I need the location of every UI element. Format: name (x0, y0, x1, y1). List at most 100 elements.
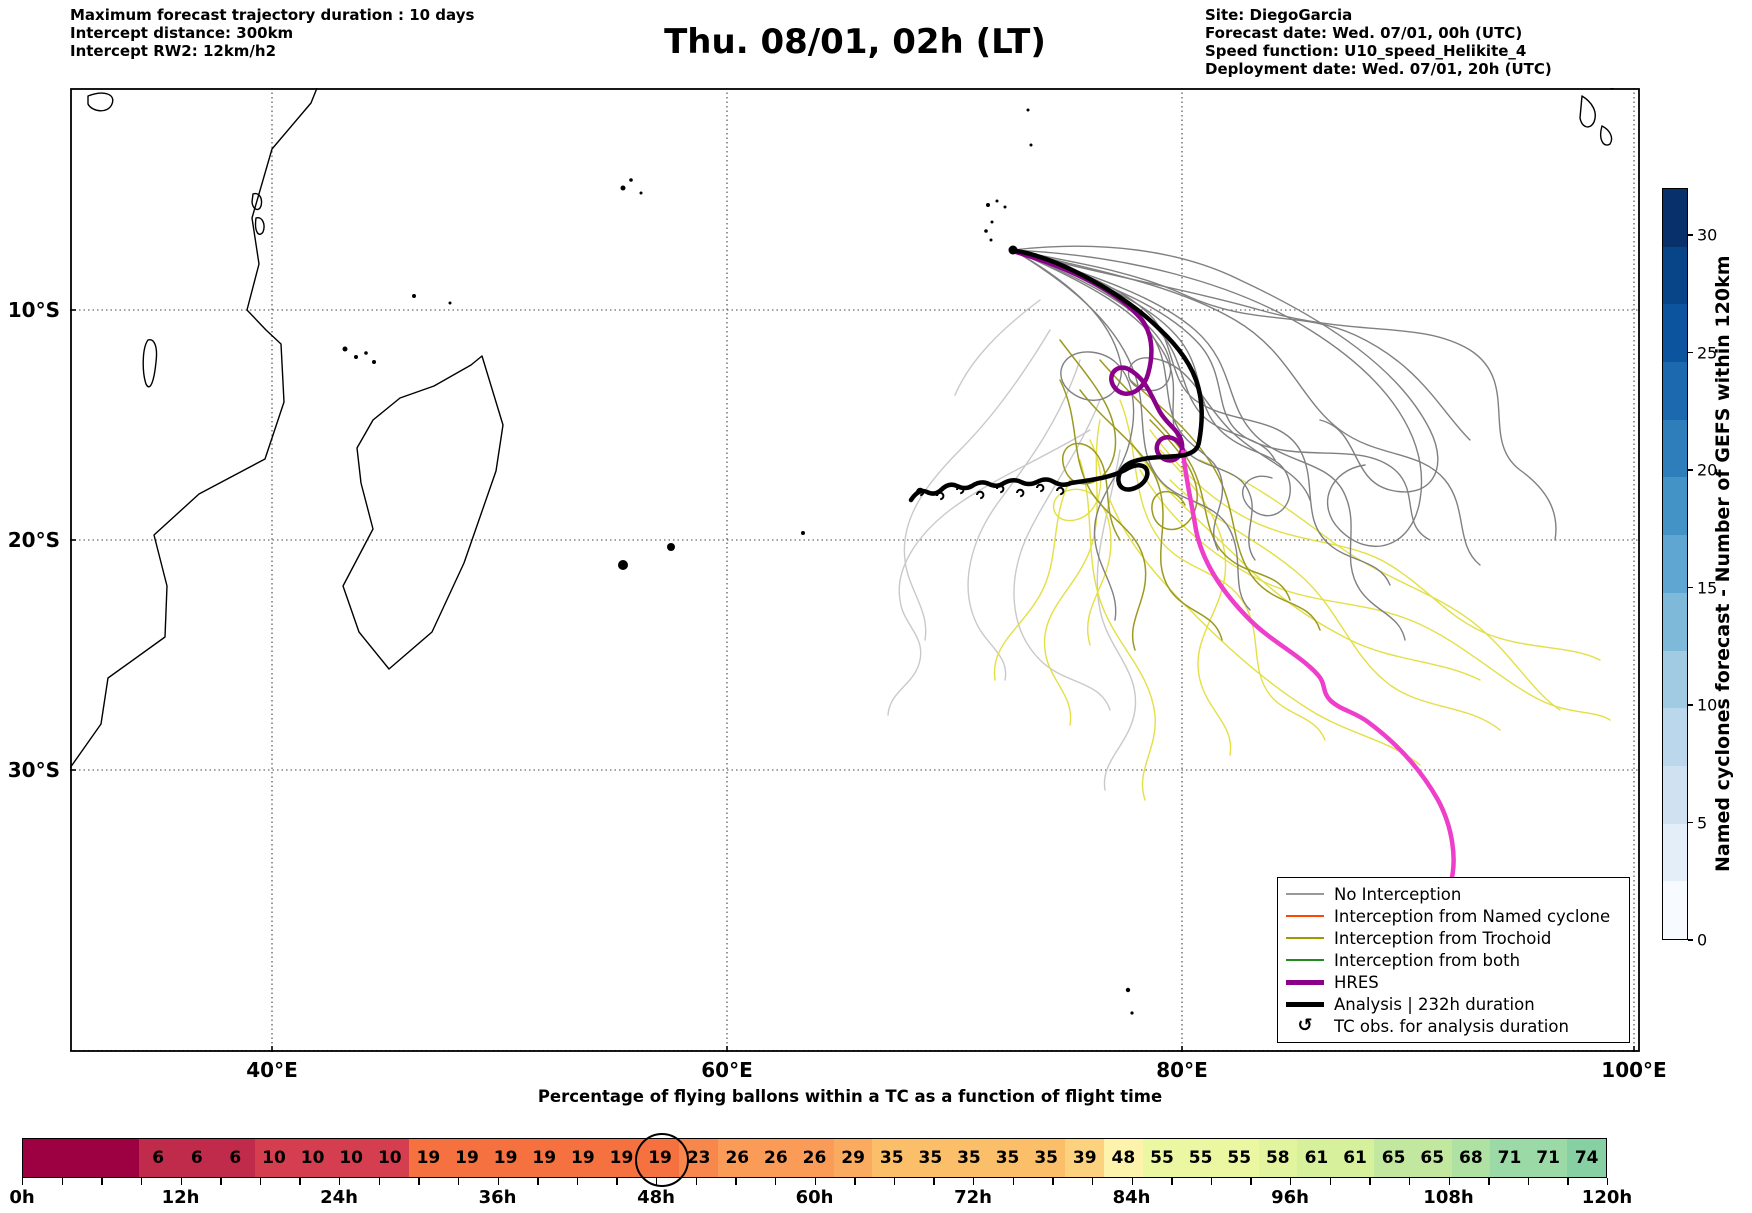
genesis-point (1009, 246, 1018, 255)
colorbar-step (1663, 593, 1687, 651)
y-axis-label: 20°S (8, 528, 60, 552)
flight-time-segment: 55 (1220, 1139, 1259, 1177)
green-line-swatch (1286, 959, 1324, 961)
flight-time-tick (1369, 1178, 1370, 1185)
flight-time-segment: 19 (409, 1139, 448, 1177)
hour-label: 96h (1271, 1187, 1309, 1208)
tc-obs-marker (997, 486, 1003, 492)
interception-trochoid-light-trajectory (1200, 460, 1560, 710)
x-axis-label: 40°E (246, 1058, 298, 1082)
island-dot (640, 192, 643, 195)
flight-time-segment: 74 (1567, 1139, 1606, 1177)
island-dot (801, 531, 805, 535)
flight-time-segment (62, 1139, 101, 1177)
flight-time-tick (696, 1178, 697, 1185)
circled-value-annotation (635, 1133, 689, 1187)
orange-line-swatch (1286, 915, 1324, 917)
flight-time-tick (141, 1178, 142, 1185)
flight-time-tick (1013, 1178, 1014, 1185)
legend-item-trochoid: Interception from Trochoid (1286, 928, 1621, 949)
hour-label: 84h (1113, 1187, 1151, 1208)
flight-time-segment: 10 (293, 1139, 332, 1177)
flight-time-segment: 58 (1259, 1139, 1298, 1177)
coastline (343, 356, 503, 669)
interception-trochoid-light-trajectory (1140, 470, 1610, 720)
gray-line-swatch (1286, 893, 1324, 895)
flight-time-tick (1211, 1178, 1212, 1185)
colorbar-step (1663, 477, 1687, 535)
colorbar-tick (1688, 939, 1693, 940)
island-dot (343, 347, 348, 352)
colorbar-step (1663, 304, 1687, 362)
no-interception-faded-trajectory (955, 300, 1040, 395)
flight-time-tick (577, 1178, 578, 1185)
tc-obs-marker (957, 487, 963, 493)
island-dot (996, 200, 999, 203)
island-dot (667, 543, 675, 551)
hour-label: 108h (1423, 1187, 1473, 1208)
tc-obs-marker (977, 492, 983, 498)
colorbar-step (1663, 766, 1687, 824)
colorbar-tick (1688, 587, 1693, 588)
gefs-colorbar-label: Named cyclones forecast - Number of GEFS… (1708, 188, 1738, 940)
cyclone-obs-icon: ↺ (1286, 1017, 1324, 1035)
hour-label: 60h (796, 1187, 834, 1208)
no-interception-trajectory (1013, 250, 1290, 516)
flight-time-segment: 26 (795, 1139, 834, 1177)
hour-label: 24h (320, 1187, 358, 1208)
flight-time-segment: 71 (1490, 1139, 1529, 1177)
flight-time-segment: 35 (950, 1139, 989, 1177)
colorbar-step (1663, 824, 1687, 882)
map-legend: No Interception Interception from Named … (1277, 877, 1630, 1043)
hour-label: 120h (1582, 1187, 1632, 1208)
flight-time-segment: 55 (1143, 1139, 1182, 1177)
header-right-params: Site: DiegoGarciaForecast date: Wed. 07/… (1205, 6, 1552, 78)
island-dots (343, 88, 1614, 1015)
island-dot (990, 239, 993, 242)
flight-time-tick (1171, 1178, 1172, 1185)
island-dot (412, 294, 416, 298)
deployment-date-text: Deployment date: Wed. 07/01, 20h (UTC) (1205, 60, 1552, 78)
flight-time-segment: 6 (177, 1139, 216, 1177)
black-line-swatch (1286, 1002, 1324, 1007)
island-dot (984, 229, 988, 233)
flight-time-segment (100, 1139, 139, 1177)
colorbar-step (1663, 651, 1687, 709)
no-interception-trajectory (1013, 250, 1310, 500)
flight-time-tick (22, 1178, 23, 1185)
legend-item-analysis: Analysis | 232h duration (1286, 994, 1621, 1015)
flight-time-tick (1607, 1178, 1608, 1185)
site-text: Site: DiegoGarcia (1205, 6, 1552, 24)
flight-time-segment: 65 (1413, 1139, 1452, 1177)
colorbar-tick (1688, 352, 1693, 353)
flight-time-tick (458, 1178, 459, 1185)
legend-item-both: Interception from both (1286, 950, 1621, 971)
island-dot (1004, 206, 1007, 209)
colorbar-step (1663, 708, 1687, 766)
flight-time-segment: 55 (1181, 1139, 1220, 1177)
colorbar-tick-label: 5 (1697, 813, 1707, 832)
legend-item-hres: HRES (1286, 972, 1621, 993)
forecast-date-text: Forecast date: Wed. 07/01, 00h (UTC) (1205, 24, 1552, 42)
flight-time-tick (299, 1178, 300, 1185)
flight-time-tick (1290, 1178, 1291, 1185)
flight-time-segment: 10 (332, 1139, 371, 1177)
island-dot (618, 560, 628, 570)
legend-item-tc-obs: ↺TC obs. for analysis duration (1286, 1016, 1621, 1037)
flight-time-tick (498, 1178, 499, 1185)
flight-time-segment: 10 (370, 1139, 409, 1177)
interception-trochoid-light-trajectory (1160, 450, 1231, 755)
legend-item-no-interception: No Interception (1286, 884, 1621, 905)
interception-trochoid-light-trajectory (1170, 480, 1500, 730)
flight-time-tick (1092, 1178, 1093, 1185)
colorbar-step (1663, 535, 1687, 593)
interception-trochoid-light-group (994, 400, 1610, 800)
flight-time-segment: 26 (757, 1139, 796, 1177)
flight-time-colorbar: 6661010101019191919191919232626262935353… (22, 1138, 1607, 1178)
coastline (70, 88, 317, 768)
header-left-params: Maximum forecast trajectory duration : 1… (70, 6, 474, 60)
island-dot (372, 360, 376, 364)
colorbar-step (1663, 420, 1687, 478)
speed-function-text: Speed function: U10_speed_Helikite_4 (1205, 42, 1552, 60)
flight-time-segment: 71 (1529, 1139, 1568, 1177)
